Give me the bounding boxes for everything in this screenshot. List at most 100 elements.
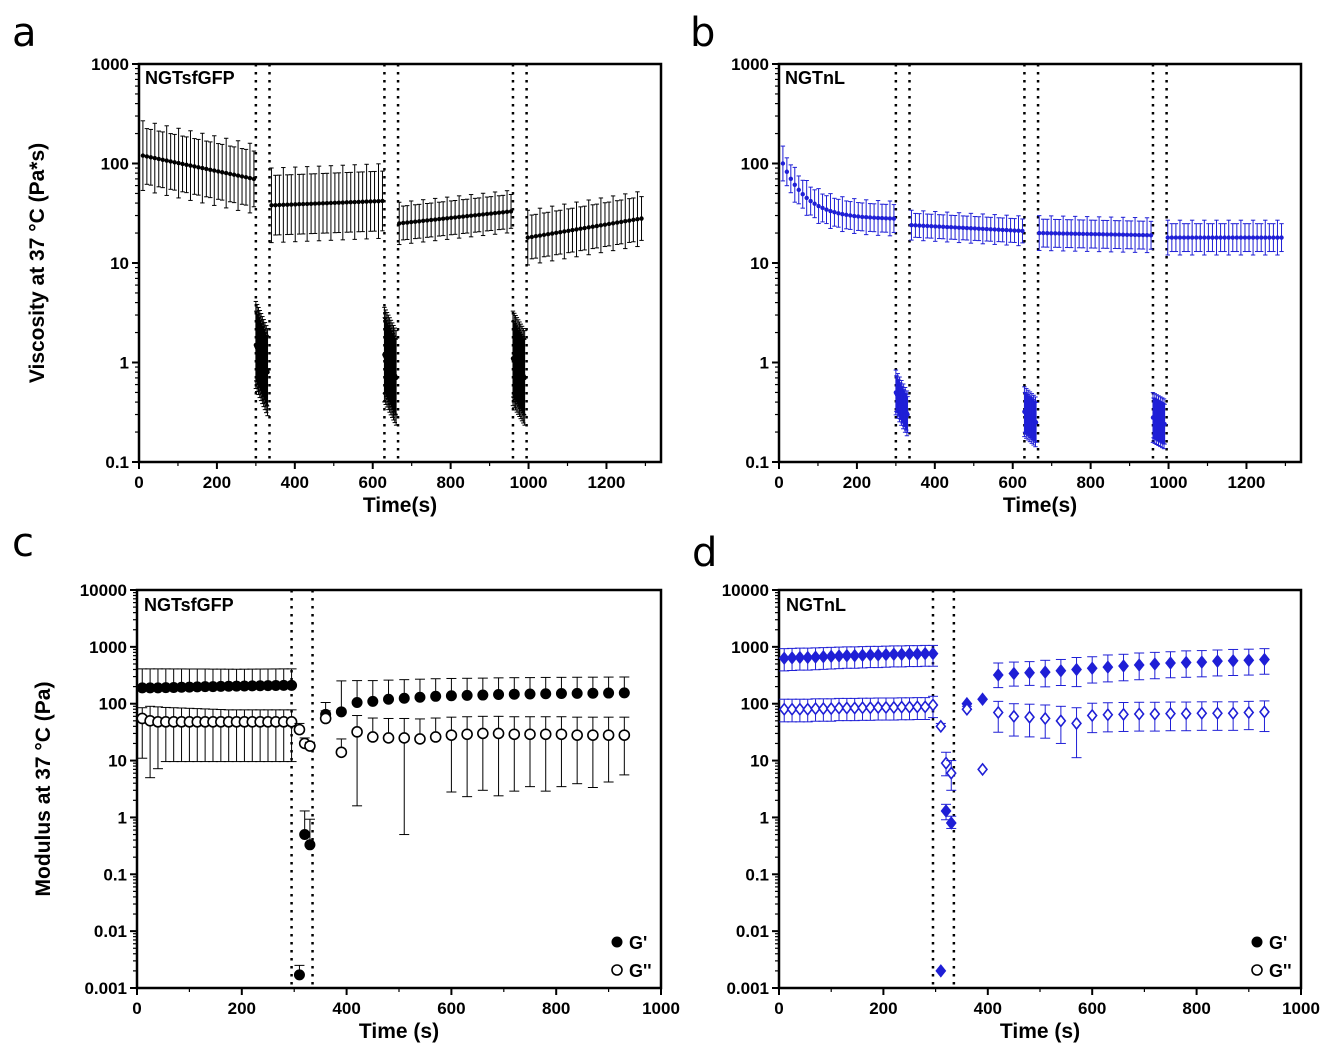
- data-point: [780, 161, 786, 166]
- data-point: [1196, 655, 1208, 669]
- data-point: [905, 412, 910, 417]
- data-point: [1024, 710, 1035, 724]
- data-point: [1084, 231, 1090, 237]
- data-point: [468, 213, 474, 218]
- data-point: [212, 168, 217, 173]
- data-point: [460, 214, 466, 219]
- data-point: [1149, 707, 1161, 721]
- data-point: [1173, 235, 1179, 240]
- panel-letter-d: d: [692, 530, 717, 576]
- data-point: [836, 211, 841, 216]
- data-point: [1080, 231, 1086, 237]
- y-tick-label: 0.01: [94, 922, 127, 941]
- data-point: [1039, 711, 1051, 726]
- data-point: [445, 690, 457, 702]
- data-point: [841, 701, 853, 715]
- y-tick-label: 1000: [731, 638, 769, 657]
- data-point: [332, 200, 338, 206]
- data-point: [1227, 706, 1239, 721]
- data-point: [1238, 235, 1244, 240]
- x-tick-label: 600: [359, 473, 387, 492]
- x-tick-label: 0: [134, 473, 143, 492]
- data-point: [623, 219, 628, 224]
- data-point: [180, 161, 185, 167]
- data-point: [293, 969, 305, 981]
- data-point: [312, 201, 318, 206]
- data-point: [376, 198, 381, 204]
- x-axis-label: Time(s): [363, 494, 437, 517]
- data-point: [1041, 230, 1046, 236]
- plot-frame: [777, 588, 1303, 990]
- data-point: [988, 227, 993, 232]
- x-tick-label: 1200: [588, 473, 626, 492]
- data-point: [587, 729, 599, 741]
- error-bar: [477, 715, 488, 791]
- data-point: [351, 726, 363, 738]
- x-tick-label: 800: [542, 999, 570, 1018]
- error-bar: [603, 716, 614, 783]
- y-tick-label: 100: [99, 695, 127, 714]
- series-loss-modulus: [136, 705, 631, 836]
- data-point: [265, 369, 270, 375]
- data-point: [1076, 231, 1082, 237]
- data-point: [833, 649, 845, 663]
- data-point: [558, 229, 563, 235]
- data-point: [960, 225, 966, 231]
- data-point: [269, 203, 274, 208]
- error-bar: [572, 716, 583, 785]
- data-point: [286, 679, 298, 691]
- data-point: [472, 213, 478, 218]
- data-point: [1102, 660, 1114, 674]
- data-point: [393, 375, 399, 381]
- x-tick-label: 600: [1078, 999, 1106, 1018]
- data-point: [996, 227, 1001, 232]
- data-point: [304, 201, 310, 207]
- data-point: [631, 217, 636, 223]
- data-point: [1226, 235, 1231, 240]
- data-point: [896, 647, 908, 662]
- data-point: [476, 212, 482, 218]
- data-point: [1116, 232, 1122, 237]
- data-point: [1165, 656, 1176, 670]
- data-point: [382, 732, 395, 744]
- error-bar: [509, 716, 520, 792]
- data-point: [172, 160, 177, 165]
- data-point: [977, 692, 989, 706]
- data-point: [921, 223, 926, 228]
- y-tick-label: 0.001: [84, 979, 127, 998]
- data-point: [436, 216, 442, 222]
- data-point: [1202, 235, 1207, 240]
- data-point: [429, 731, 442, 743]
- data-point: [875, 215, 881, 221]
- data-point: [825, 649, 837, 664]
- legend-marker: [611, 936, 623, 948]
- data-point: [618, 729, 631, 741]
- data-point: [1088, 231, 1094, 237]
- data-point: [587, 687, 599, 699]
- data-point: [825, 701, 837, 716]
- data-point: [398, 692, 410, 704]
- data-point: [891, 216, 897, 221]
- data-point: [348, 200, 353, 205]
- x-tick-label: 0: [774, 473, 783, 492]
- data-point: [1165, 235, 1170, 240]
- data-point: [940, 804, 952, 818]
- data-point: [1259, 652, 1270, 667]
- data-point: [164, 158, 169, 163]
- data-point: [522, 375, 527, 381]
- data-point: [619, 219, 624, 225]
- data-point: [927, 698, 939, 712]
- data-point: [364, 199, 369, 204]
- data-point: [1181, 235, 1187, 240]
- data-point: [541, 232, 547, 238]
- data-point: [401, 220, 406, 226]
- series-storage-modulus: [136, 668, 630, 981]
- data-point: [231, 172, 237, 177]
- x-tick-label: 0: [132, 999, 141, 1018]
- data-point: [849, 648, 861, 663]
- x-tick-label: 800: [436, 473, 464, 492]
- data-point: [1212, 706, 1223, 721]
- data-point: [977, 762, 989, 777]
- data-point: [324, 200, 330, 206]
- series-storage-modulus: [778, 644, 1270, 978]
